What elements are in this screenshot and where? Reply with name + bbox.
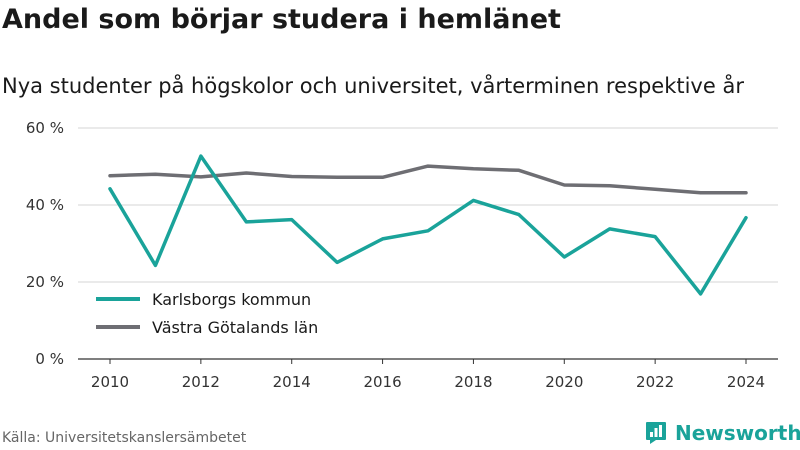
y-tick-label: 40 % [26, 196, 64, 214]
x-axis-ticks: 2010 2012 2014 2016 2018 2020 2022 2024 [91, 359, 765, 391]
x-tick-label: 2020 [545, 373, 583, 391]
newsworthy-logo-icon [646, 422, 666, 444]
x-tick-label: 2012 [182, 373, 220, 391]
brand-logo: Newsworthy [645, 421, 800, 445]
series-lines [108, 154, 748, 296]
x-tick-label: 2024 [727, 373, 765, 391]
legend-label: Karlsborgs kommun [152, 290, 311, 309]
y-tick-label: 0 % [35, 350, 64, 368]
grid-lines [78, 127, 778, 360]
x-tick-label: 2018 [454, 373, 492, 391]
brand-name: Newsworthy [675, 421, 800, 445]
source-note: Källa: Universitetskanslersämbetet [2, 430, 247, 446]
line-chart: 0 % 20 % 40 % 60 % 2010 2012 2014 2016 2018 2020… [26, 119, 778, 391]
y-tick-label: 20 % [26, 273, 64, 291]
legend-label: Västra Götalands län [152, 318, 318, 337]
x-tick-label: 2016 [363, 373, 401, 391]
series-line [108, 154, 748, 296]
chart-title: Andel som börjar studera i hemlänet [2, 4, 561, 35]
y-tick-label: 60 % [26, 119, 64, 137]
x-tick-label: 2010 [91, 373, 129, 391]
series-line [108, 164, 748, 195]
x-tick-label: 2022 [636, 373, 674, 391]
legend: Karlsborgs kommun Västra Götalands län [96, 290, 318, 337]
y-axis-ticks: 0 % 20 % 40 % 60 % [26, 119, 64, 368]
x-tick-label: 2014 [273, 373, 311, 391]
chart-subtitle: Nya studenter på högskolor och universit… [2, 74, 744, 98]
